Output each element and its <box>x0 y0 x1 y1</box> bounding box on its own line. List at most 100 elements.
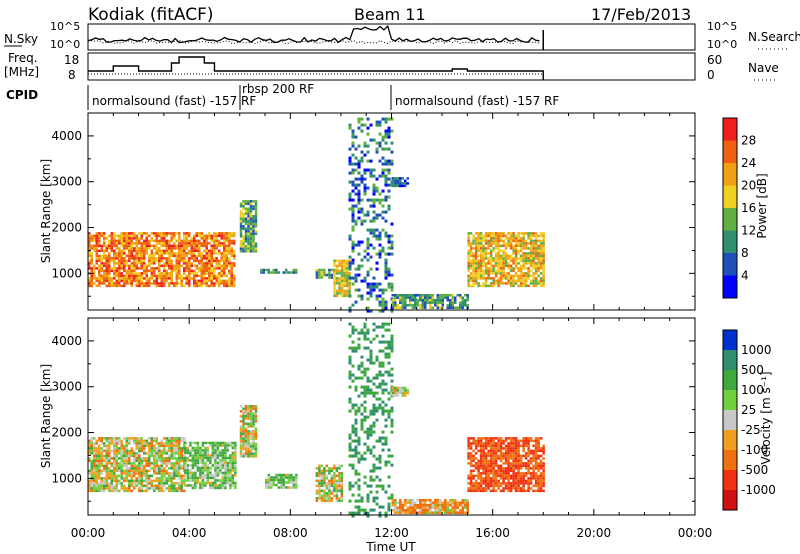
heatmap-cell <box>375 234 379 238</box>
heatmap-cell <box>348 436 352 440</box>
heatmap-cell <box>351 349 355 353</box>
heatmap-cell <box>200 279 203 283</box>
heatmap-cell <box>165 479 168 483</box>
heatmap-cell <box>275 478 278 482</box>
heatmap-cell <box>290 481 293 484</box>
heatmap-cell <box>477 232 480 235</box>
heatmap-cell <box>138 487 141 490</box>
heatmap-cell <box>168 232 171 235</box>
heatmap-cell <box>482 452 485 455</box>
heatmap-cell <box>366 144 370 148</box>
heatmap-cell <box>522 257 525 260</box>
heatmap-cell <box>170 249 173 253</box>
heatmap-cell <box>113 469 116 473</box>
heatmap-cell <box>390 349 394 353</box>
heatmap-cell <box>474 269 478 273</box>
heatmap-cell <box>328 273 331 277</box>
heatmap-cell <box>100 249 103 253</box>
heatmap-cell <box>534 277 538 280</box>
heatmap-cell <box>537 257 540 260</box>
heatmap-cell <box>275 476 278 479</box>
heatmap-cell <box>338 284 341 288</box>
heatmap-cell <box>351 168 355 172</box>
heatmap-cell <box>98 272 101 275</box>
heatmap-cell <box>155 449 158 453</box>
heatmap-region <box>239 200 258 253</box>
heatmap-cell <box>184 459 187 462</box>
heatmap-cell <box>165 462 168 465</box>
heatmap-cell <box>357 165 361 169</box>
heatmap-cell <box>396 296 399 299</box>
heatmap-cell <box>98 469 101 473</box>
heatmap-cell <box>128 257 131 260</box>
heatmap-cell <box>190 252 193 255</box>
heatmap-cell <box>357 126 361 130</box>
heatmap-cell <box>472 282 475 285</box>
heatmap-cell <box>230 284 233 288</box>
heatmap-cell <box>472 439 475 443</box>
heatmap-cell <box>387 240 391 244</box>
heatmap-cell <box>534 237 538 240</box>
heatmap-cell <box>214 459 217 462</box>
heatmap-cell <box>180 487 183 490</box>
heatmap-cell <box>494 482 498 485</box>
heatmap-cell <box>384 403 388 407</box>
heatmap-cell <box>175 274 178 278</box>
heatmap-cell <box>275 473 278 477</box>
heatmap-cell <box>384 147 388 151</box>
heatmap-cell <box>186 449 190 452</box>
heatmap-cell <box>239 445 243 448</box>
heatmap-cell <box>399 179 402 183</box>
heatmap-cell <box>343 267 346 270</box>
heatmap-cell <box>252 247 255 251</box>
heatmap-cell <box>497 442 500 445</box>
heatmap-cell <box>229 471 232 475</box>
heatmap-cell <box>173 452 176 455</box>
heatmap-cell <box>517 489 520 493</box>
heatmap-cell <box>519 279 523 283</box>
heatmap-cell <box>118 239 121 243</box>
heatmap-cell <box>163 279 166 283</box>
heatmap-cell <box>128 439 131 443</box>
heatmap-cell <box>366 346 370 350</box>
heatmap-cell <box>244 230 248 233</box>
heatmap-cell <box>186 474 190 477</box>
heatmap-cell <box>93 274 96 278</box>
heatmap-cell <box>372 246 376 250</box>
cpid-segment-1: normalsound (fast) -157 RF <box>92 94 256 108</box>
heatmap-cell <box>150 239 153 243</box>
heatmap-cell <box>110 437 113 440</box>
heatmap-cell <box>231 466 235 470</box>
heatmap-cell <box>234 441 237 445</box>
heatmap-cell <box>209 484 212 487</box>
heatmap-cell <box>439 511 442 514</box>
heatmap-region <box>88 232 236 288</box>
heatmap-cell <box>287 476 291 479</box>
heatmap-cell <box>160 254 163 258</box>
heatmap-cell <box>351 331 355 335</box>
heatmap-cell <box>354 433 358 437</box>
heatmap-cell <box>509 477 513 480</box>
heatmap-cell <box>509 274 513 278</box>
heatmap-cell <box>542 257 545 260</box>
heatmap-cell <box>537 259 540 263</box>
heatmap-cell <box>537 244 540 248</box>
heatmap-cell <box>228 284 231 288</box>
heatmap-cell <box>165 239 168 243</box>
heatmap-cell <box>262 271 265 274</box>
heatmap-cell <box>477 264 480 268</box>
heatmap-cell <box>366 282 370 286</box>
heatmap-cell <box>216 441 220 445</box>
heatmap-cell <box>277 473 281 477</box>
heatmap-cell <box>527 262 530 265</box>
heatmap-cell <box>247 455 250 458</box>
heatmap-cell <box>387 168 391 172</box>
heatmap-cell <box>108 239 111 243</box>
heatmap-cell <box>431 503 434 507</box>
heatmap-cell <box>467 444 470 448</box>
heatmap-cell <box>155 252 158 255</box>
heatmap-cell <box>213 249 216 253</box>
heatmap-cell <box>426 296 429 299</box>
heatmap-cell <box>489 454 493 458</box>
heatmap-cell <box>224 461 227 465</box>
